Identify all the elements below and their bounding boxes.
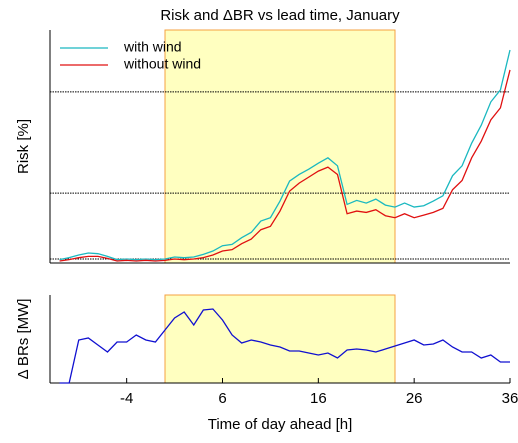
x-tick-label: -4 — [120, 390, 133, 407]
y-axis-label: Δ BRs [MW] — [15, 299, 32, 380]
highlight-span — [164, 294, 396, 384]
x-tick-label: 16 — [310, 390, 327, 407]
highlight-span — [164, 29, 396, 264]
legend-label: without wind — [123, 56, 201, 72]
x-tick-label: 6 — [218, 390, 226, 407]
legend-label: with wind — [123, 39, 182, 55]
data-line — [59, 49, 511, 261]
x-tick-label: 26 — [406, 390, 423, 407]
y-axis-label: Risk [%] — [15, 119, 32, 174]
x-tick-label: 36 — [502, 390, 518, 407]
data-line — [59, 308, 510, 384]
chart-title: Risk and ΔBR vs lead time, January — [160, 7, 400, 24]
data-line — [59, 69, 511, 262]
x-axis-label: Time of day ahead [h] — [208, 416, 353, 433]
